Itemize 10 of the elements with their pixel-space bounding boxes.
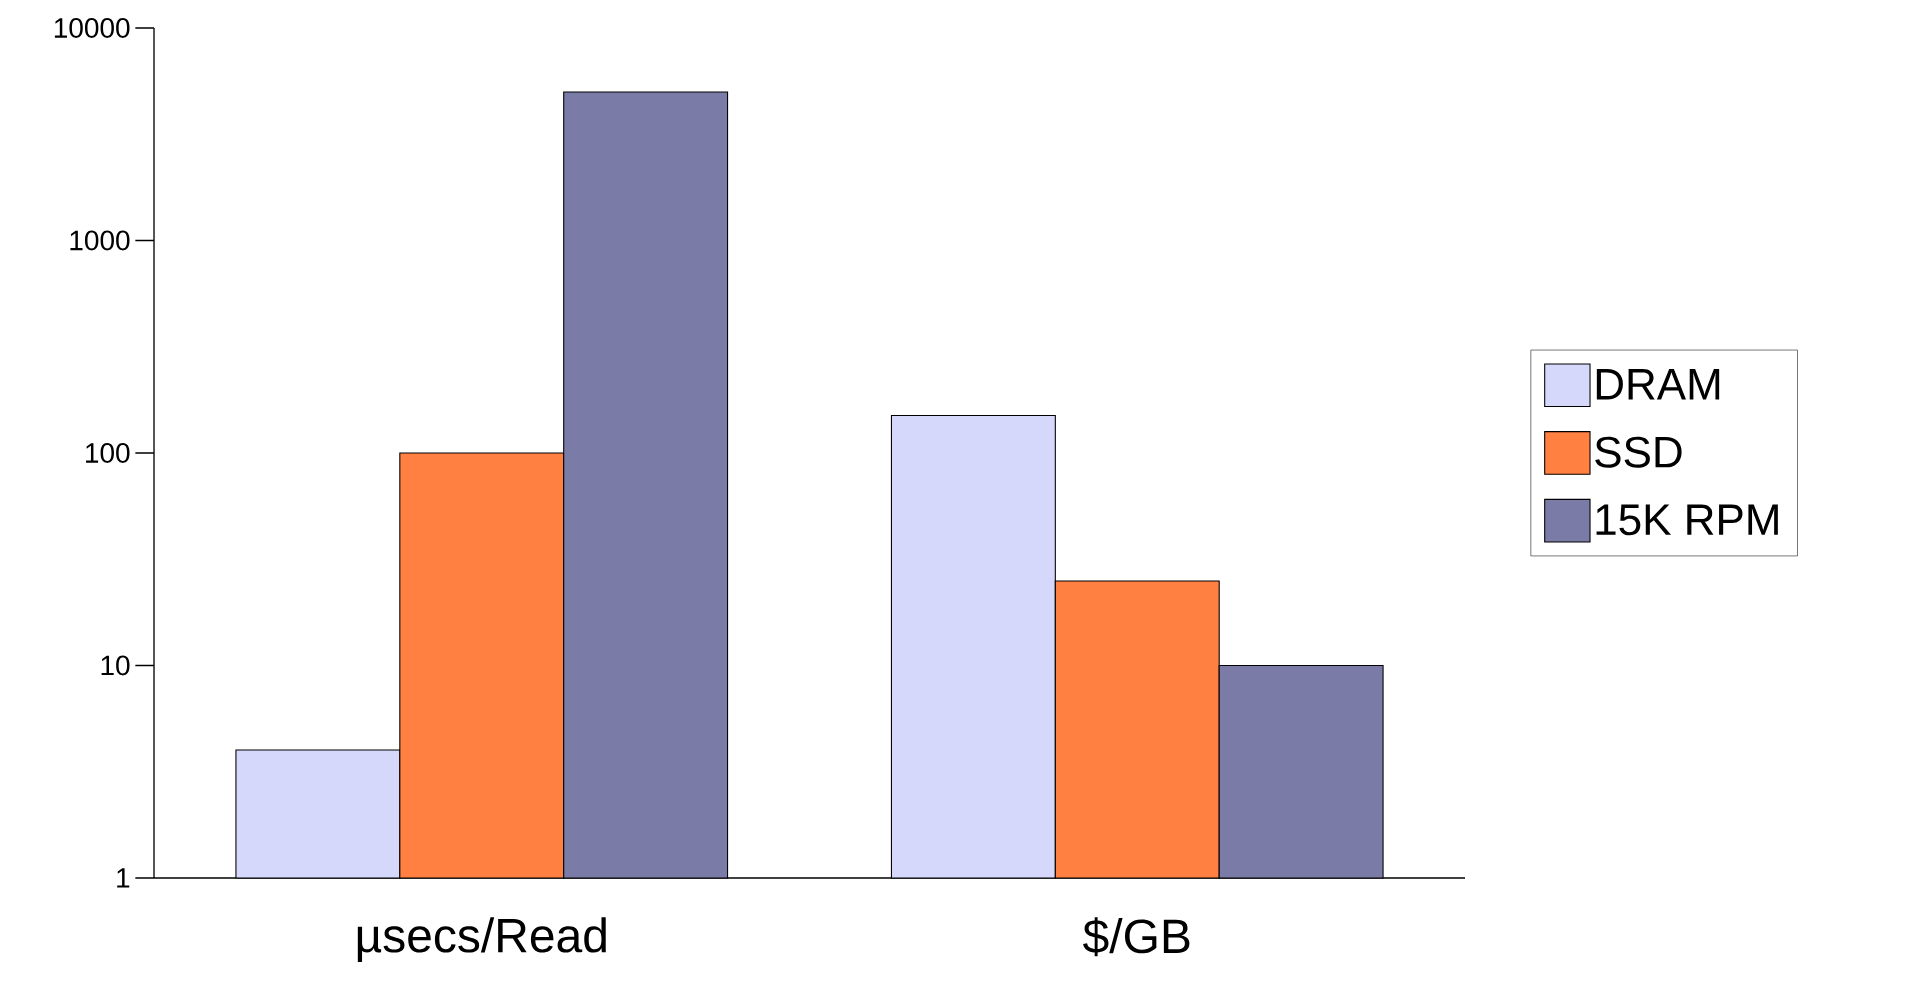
y-tick-label: 10 [101,655,130,676]
x-tick-label: µsecs/Read [357,917,606,963]
legend-label: DRAM [1596,369,1720,400]
legend-label: 15K RPM [1596,504,1778,536]
x-tick-label: $/GB [1083,917,1190,957]
y-tick-label: 1 [117,868,130,888]
y-tick-label: 100 [86,443,130,463]
y-tick-label: 10000 [54,18,130,38]
legend-label: SSD [1595,436,1682,468]
y-tick-label: 1000 [70,230,130,251]
